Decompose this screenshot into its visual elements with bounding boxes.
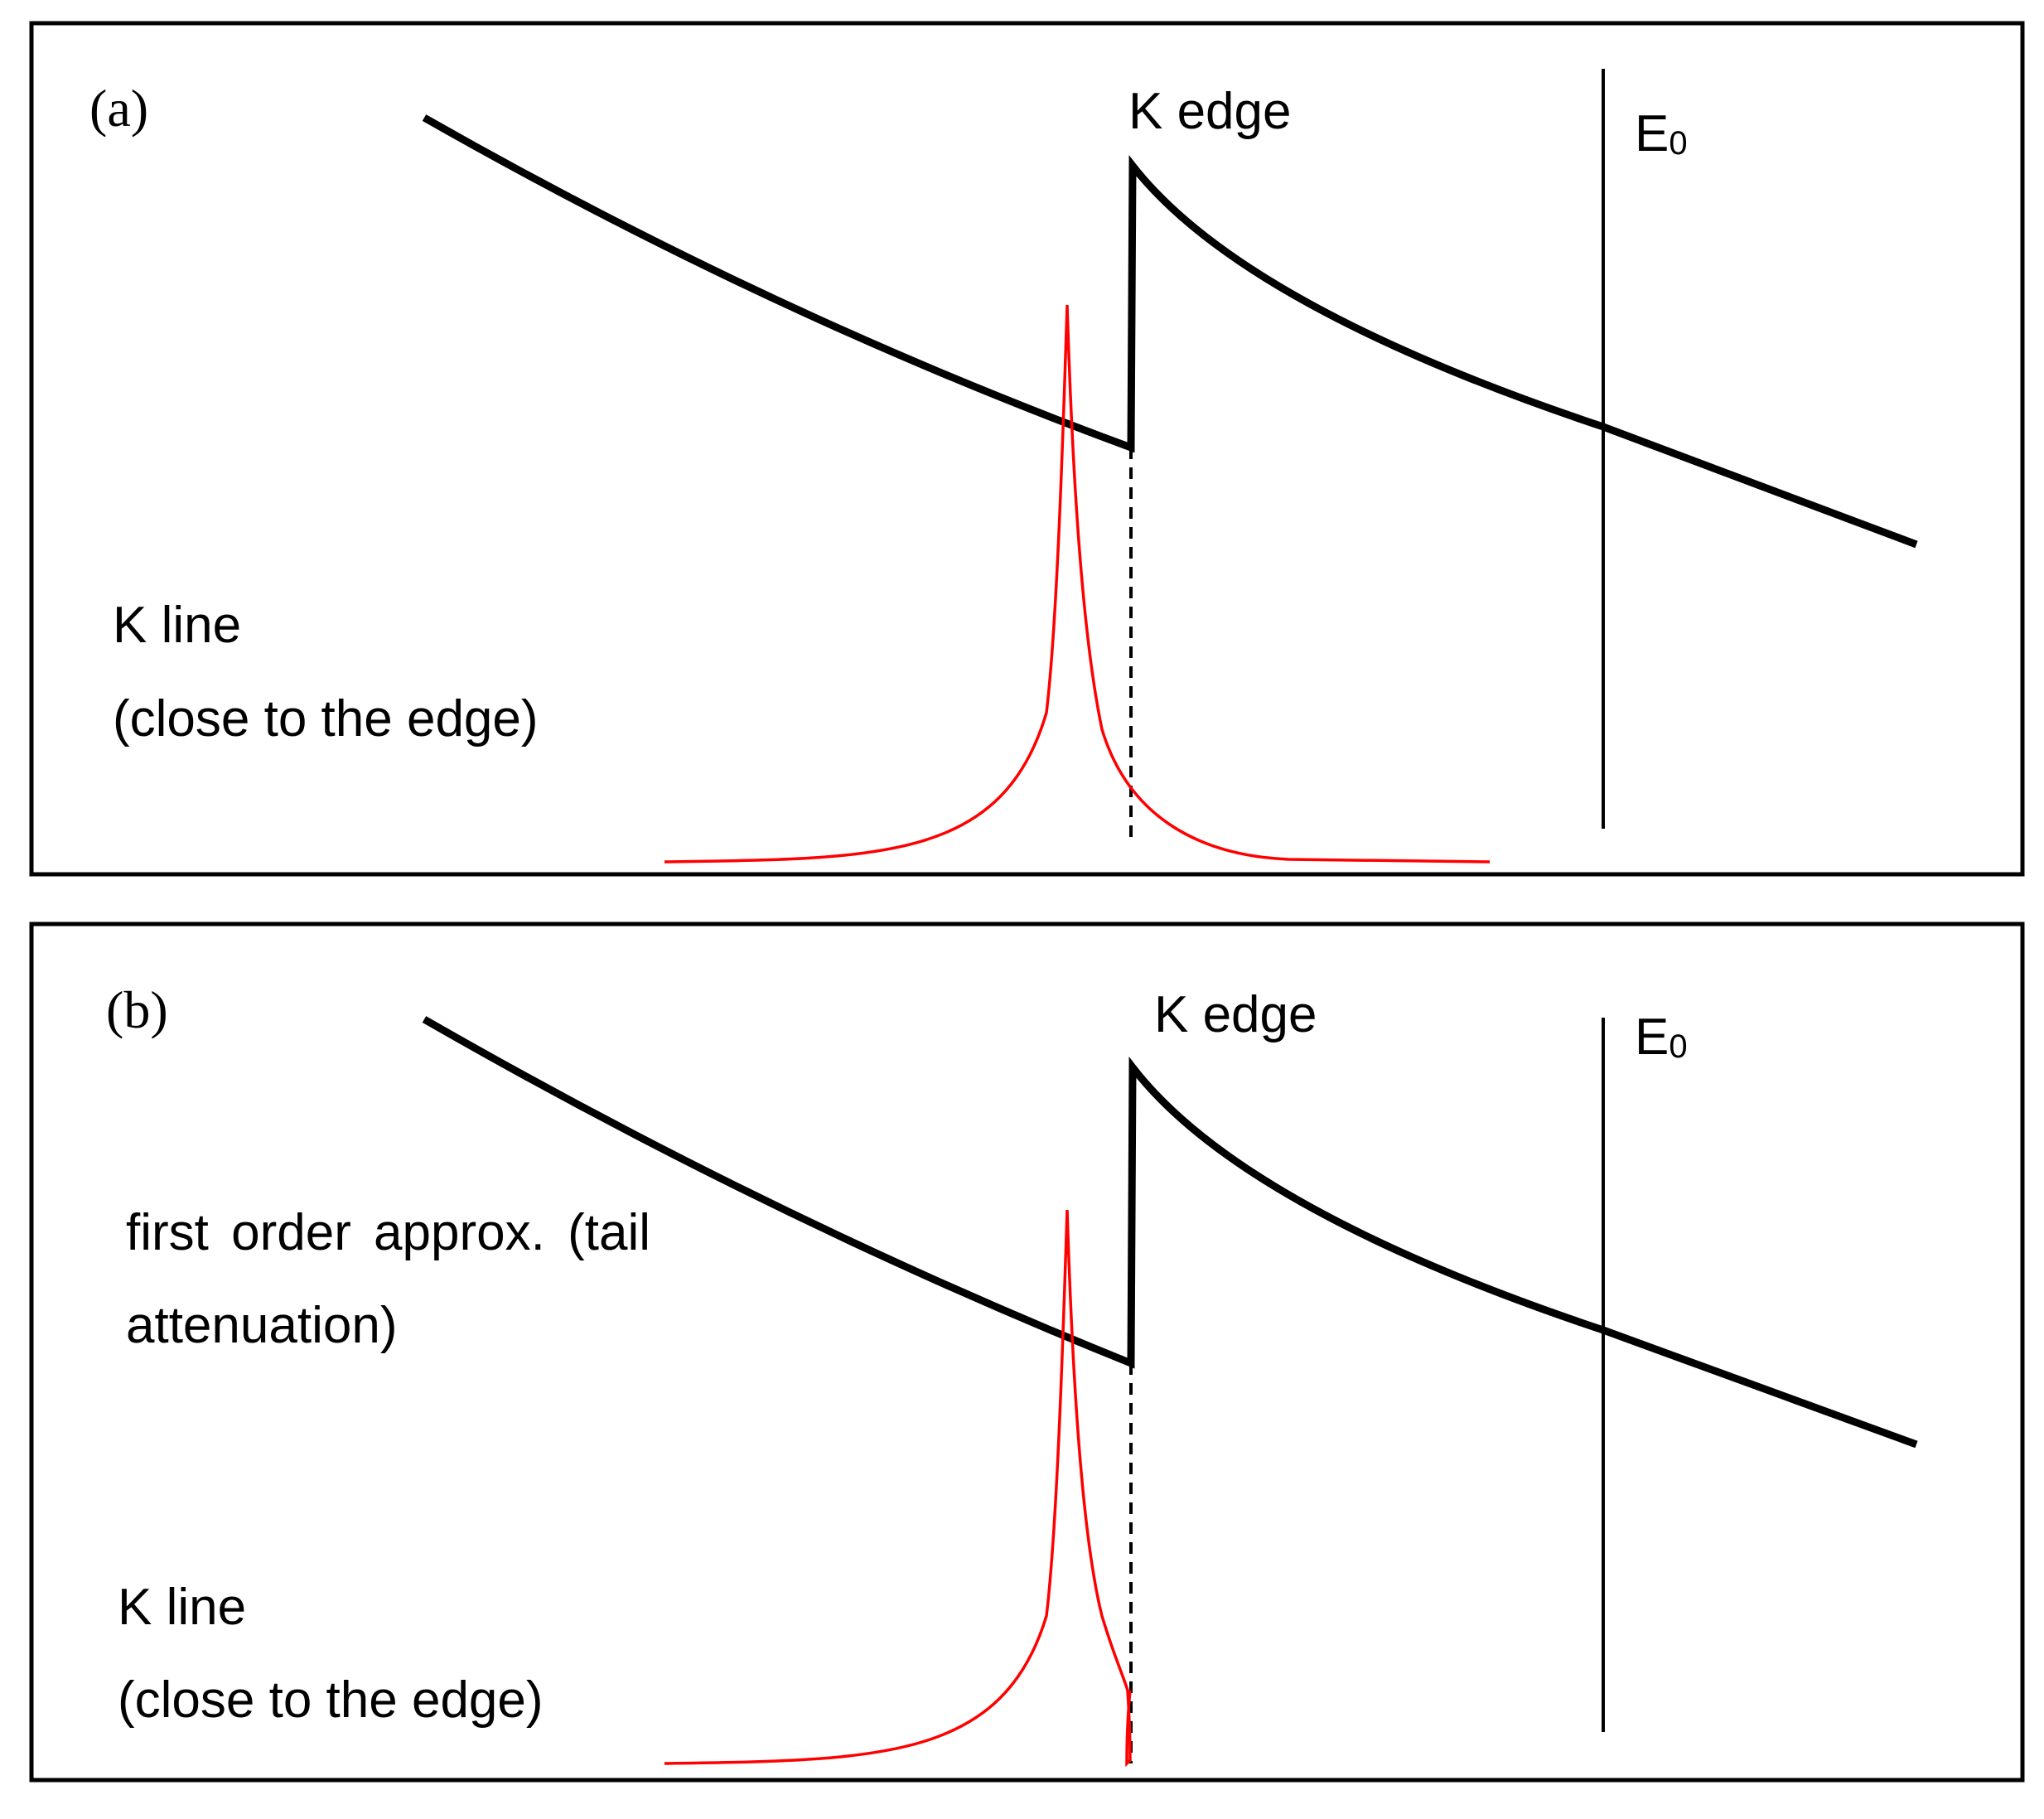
panel-b-letter: (b)	[106, 980, 168, 1039]
panel-a-k-line-peak	[664, 304, 1491, 864]
panel-b-annotation-line1: first order approx. (tail	[126, 1204, 650, 1261]
panel-a-k-line-sublabel: (close to the edge)	[113, 690, 539, 747]
panel-b-annotation-line2: attenuation)	[126, 1297, 397, 1354]
panel-a-frame	[29, 21, 2025, 877]
panel-b-k-line-peak	[664, 1209, 1132, 1768]
panel-a-edge-label: K edge	[1128, 83, 1292, 140]
panel-b-absorption-curve	[422, 1016, 1918, 1449]
panel-b-e0-main: E	[1635, 1009, 1669, 1066]
panel-a-k-line-label: K line	[113, 597, 241, 654]
panel-b-e0-label: E0	[1635, 1009, 1688, 1066]
panel-b-frame	[29, 922, 2025, 1783]
panel-a-e0-main: E	[1635, 105, 1669, 162]
panel-b-k-line-sublabel: (close to the edge)	[118, 1671, 544, 1729]
panel-a-e0-subscript: 0	[1669, 125, 1687, 162]
panel-a-e0-label: E0	[1635, 105, 1688, 162]
panel-b: (b) K edge E0 first order approx. (tail …	[29, 922, 2025, 1783]
panel-b-e0-subscript: 0	[1669, 1028, 1687, 1065]
panel-a-absorption-curve	[422, 114, 1918, 549]
panel-b-k-line-label: K line	[118, 1579, 246, 1636]
panel-b-edge-label: K edge	[1154, 986, 1317, 1043]
panel-a-letter: (a)	[89, 79, 148, 138]
panel-a: (a) K edge E0 K line (close to the edge)	[29, 21, 2025, 877]
